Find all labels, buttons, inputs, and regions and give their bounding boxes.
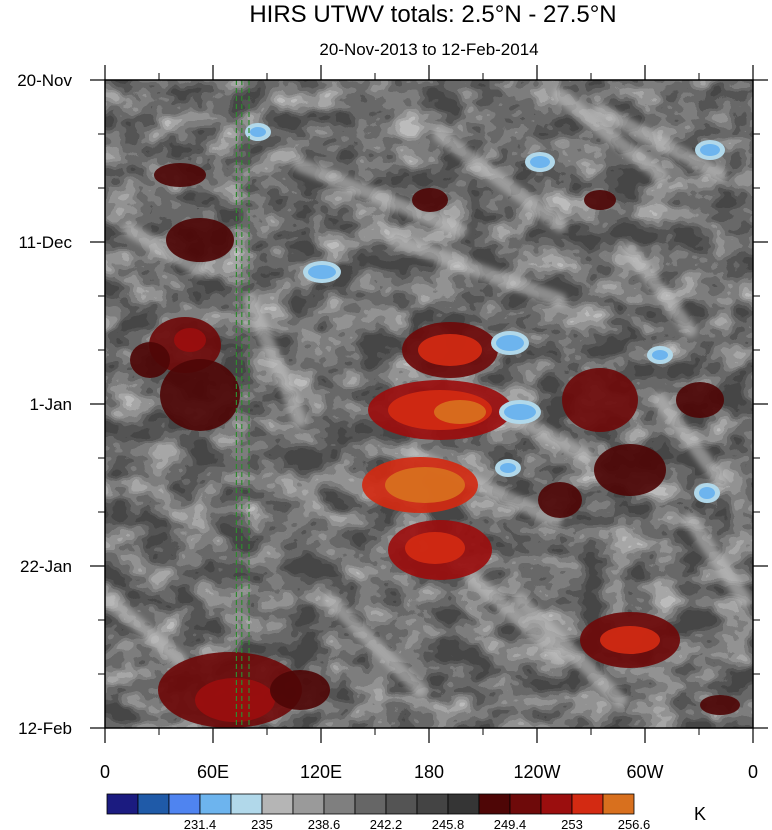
warm-anomaly xyxy=(412,188,448,212)
colorbar-box xyxy=(323,793,356,815)
cold-anomaly-core xyxy=(530,156,550,168)
warm-anomaly xyxy=(676,382,724,418)
warm-anomaly xyxy=(538,482,582,518)
x-tick-label: 0 xyxy=(100,762,110,782)
light-streak xyxy=(293,158,467,237)
y-tick-label: 22-Jan xyxy=(20,557,72,576)
light-streak xyxy=(553,88,667,182)
light-streak xyxy=(105,593,187,667)
colorbar-box xyxy=(106,793,139,815)
colorbar-label: 235 xyxy=(251,817,273,830)
y-tick-label: 12-Feb xyxy=(18,719,72,738)
colorbar-box xyxy=(509,793,542,815)
axis-ticks xyxy=(90,65,768,743)
cold-anomaly-core xyxy=(250,127,266,137)
warm-anomaly xyxy=(385,467,465,503)
warm-anomaly xyxy=(600,626,660,654)
light-streak xyxy=(243,293,307,427)
colorbar-label: 245.8 xyxy=(432,817,465,830)
warm-anomaly xyxy=(154,163,206,187)
light-streak xyxy=(513,593,627,707)
x-tick-label: 180 xyxy=(414,762,444,782)
colorbar-box xyxy=(199,793,232,815)
warm-anomaly xyxy=(700,695,740,715)
colorbar-label: 231.4 xyxy=(184,817,217,830)
x-tick-label: 120W xyxy=(513,762,560,782)
colorbar-unit: K xyxy=(694,804,706,824)
field-features xyxy=(105,88,752,728)
warm-anomaly xyxy=(195,678,275,722)
colorbar-label: 242.2 xyxy=(370,817,403,830)
y-tick-label: 11-Dec xyxy=(18,233,72,252)
colorbar-box xyxy=(385,793,418,815)
warm-anomaly xyxy=(405,532,465,564)
light-streak xyxy=(623,243,697,337)
light-streak xyxy=(323,593,427,697)
colorbar-box xyxy=(230,793,263,815)
colorbar xyxy=(106,793,635,815)
reference-lines xyxy=(235,80,250,728)
cold-anomaly-core xyxy=(504,404,536,420)
colorbar-box xyxy=(137,793,170,815)
warm-anomaly xyxy=(594,444,666,496)
warm-anomaly xyxy=(160,359,240,431)
warm-anomaly xyxy=(584,190,616,210)
light-streak xyxy=(653,393,727,487)
colorbar-box xyxy=(571,793,604,815)
warm-anomaly xyxy=(418,334,482,366)
colorbar-box xyxy=(602,793,635,815)
warm-anomaly xyxy=(130,342,170,378)
x-tick-label: 120E xyxy=(300,762,342,782)
warm-anomaly xyxy=(174,328,206,352)
colorbar-box xyxy=(261,793,294,815)
colorbar-label: 238.6 xyxy=(308,817,341,830)
x-tick-label: 60W xyxy=(626,762,663,782)
x-tick-label: 60E xyxy=(197,762,229,782)
colorbar-box xyxy=(447,793,480,815)
light-streak xyxy=(433,128,567,232)
cold-anomaly-core xyxy=(308,265,336,279)
colorbar-label: 249.4 xyxy=(494,817,527,830)
warm-anomaly xyxy=(270,670,330,710)
colorbar-box xyxy=(354,793,387,815)
x-tick-label: 0 xyxy=(748,762,758,782)
chart-title: HIRS UTWV totals: 2.5°N - 27.5°N xyxy=(249,1,617,28)
x-axis-labels: 0 60E 120E 180 120W 60W 0 xyxy=(100,762,758,782)
colorbar-label: 256.6 xyxy=(618,817,651,830)
y-tick-label: 20-Nov xyxy=(17,71,72,90)
cold-anomaly-core xyxy=(496,335,524,351)
y-axis-labels: 20-Nov 11-Dec 1-Jan 22-Jan 12-Feb xyxy=(17,71,72,738)
cold-anomaly-core xyxy=(652,350,668,360)
warm-anomaly xyxy=(434,400,486,424)
warm-anomaly xyxy=(562,368,638,432)
light-streak xyxy=(593,103,727,182)
colorbar-box xyxy=(416,793,449,815)
light-streak xyxy=(463,568,567,662)
colorbar-labels: 231.4 235 238.6 242.2 245.8 249.4 253 256.6 xyxy=(184,817,651,830)
light-streak xyxy=(123,223,207,277)
light-streak xyxy=(388,233,567,307)
light-streak xyxy=(683,513,752,607)
chart-subtitle: 20-Nov-2013 to 12-Feb-2014 xyxy=(319,40,539,59)
cold-anomaly-core xyxy=(699,487,715,499)
colorbar-box xyxy=(168,793,201,815)
colorbar-box xyxy=(478,793,511,815)
cold-anomaly-core xyxy=(500,463,516,473)
plot-field xyxy=(105,80,753,728)
y-tick-label: 1-Jan xyxy=(29,395,72,414)
warm-anomaly xyxy=(166,218,234,262)
colorbar-label: 253 xyxy=(561,817,583,830)
colorbar-box xyxy=(292,793,325,815)
colorbar-box xyxy=(540,793,573,815)
cold-anomaly-core xyxy=(700,144,720,156)
